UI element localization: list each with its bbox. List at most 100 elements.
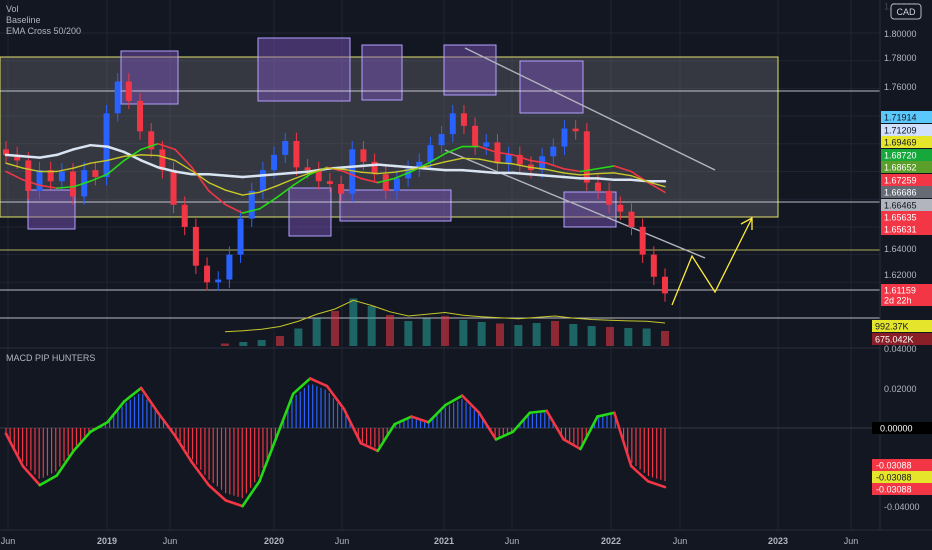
candle-body (438, 134, 445, 146)
price-label-badge (881, 161, 932, 173)
ema-slow-line (613, 172, 632, 177)
ema-slow-line (579, 172, 599, 176)
resistance-box[interactable] (257, 37, 351, 102)
price-label-badge (881, 223, 932, 235)
candle-body (427, 145, 434, 162)
moving-averages (4, 143, 667, 214)
volume-bar (606, 327, 614, 346)
macd-axis-tick: 0.04000 (884, 344, 917, 354)
time-axis-tick: 2019 (97, 536, 117, 546)
volume-bar (312, 318, 321, 346)
candle-body (416, 161, 423, 169)
projection-path[interactable] (671, 217, 753, 306)
ema-slow-line (22, 167, 41, 173)
ema-slow-line (5, 162, 24, 169)
macd-axis-tick: 0.02000 (884, 384, 917, 394)
volume-bar (386, 315, 394, 346)
macd-line-segment (258, 436, 278, 483)
macd-line-segment (613, 411, 633, 468)
macd-legend[interactable]: MACD PIP HUNTERS (6, 353, 95, 363)
ma-200-line (562, 175, 582, 180)
ema-slow-line (630, 174, 649, 183)
currency-badge[interactable] (890, 3, 922, 20)
candle-body (92, 170, 99, 178)
volume-bar (624, 328, 633, 346)
candle-body (360, 149, 367, 162)
ema-slow-line (326, 167, 345, 171)
ema-cross-line (5, 170, 24, 181)
ema-slow-line (241, 191, 261, 196)
channel-upper-line[interactable] (464, 47, 716, 171)
macd-value-badge (872, 471, 932, 483)
candle-body (282, 141, 289, 155)
macd-line-segment (224, 499, 244, 508)
ema-slow-line (191, 170, 210, 184)
resistance-box[interactable] (519, 60, 584, 114)
ma-200-line (275, 171, 295, 176)
resistance-box[interactable] (443, 44, 497, 96)
candle-body (114, 81, 121, 114)
macd-line-segment (511, 411, 532, 434)
candle-body (516, 154, 523, 165)
ema-slow-line (309, 167, 328, 174)
resistance-box[interactable] (361, 44, 403, 101)
ma-200-line (55, 148, 75, 157)
ma-200-line (156, 166, 177, 173)
support-box[interactable] (288, 187, 332, 237)
ema-cross-line (174, 148, 193, 169)
ema-cross-line (562, 167, 582, 173)
ema-slow-line (410, 165, 430, 171)
ema-cross-line (478, 145, 497, 153)
candle-body (349, 149, 356, 194)
candle-body (159, 149, 166, 171)
price-label-badge (881, 174, 932, 186)
macd-axis-tick: -0.04000 (884, 502, 920, 512)
ma-200-line (393, 164, 413, 169)
ma-200-line (545, 174, 565, 179)
support-box[interactable] (27, 189, 76, 230)
macd-line-segment (562, 438, 582, 451)
macd-line-segment (106, 400, 126, 424)
ema-cross-line (207, 190, 227, 206)
price-label-badge (881, 136, 932, 148)
channel-lower-line[interactable] (444, 149, 706, 259)
candle-body (215, 279, 222, 283)
legend-baseline[interactable]: Baseline (6, 15, 41, 25)
time-axis-tick: 2022 (601, 536, 621, 546)
macd-line-segment (579, 415, 599, 451)
price-label-badge (881, 124, 932, 136)
volume-bar (257, 340, 266, 346)
macd-line-segment (629, 464, 650, 483)
legend-vol[interactable]: Vol (6, 4, 19, 14)
volume-bar (331, 311, 339, 346)
time-axis-tick: 2021 (434, 536, 454, 546)
ema-cross-line (241, 208, 261, 214)
volume-bar (404, 321, 413, 346)
candle-body (181, 204, 188, 227)
candle-body (70, 171, 77, 197)
ema-cross-line (275, 184, 295, 199)
ema-cross-line (376, 177, 396, 184)
support-box[interactable] (339, 189, 452, 222)
ema-slow-line (596, 172, 616, 175)
macd-line-segment (275, 392, 295, 439)
volume-bar (294, 328, 303, 346)
candle-body (639, 226, 646, 255)
macd-line-segment (528, 409, 549, 415)
volume-bar (661, 331, 669, 346)
candle-body (561, 128, 568, 147)
candle-body (315, 170, 322, 182)
macd-line-segment (308, 377, 329, 388)
price-scale[interactable] (880, 0, 932, 530)
ema-cross-line (393, 170, 413, 180)
candle-body (650, 254, 657, 277)
macd-line (4, 377, 667, 508)
legend-ema-cross[interactable]: EMA Cross 50/200 (6, 26, 81, 36)
volume-bar (532, 323, 541, 346)
macd-line-segment (494, 430, 515, 441)
macd-line-segment (21, 464, 42, 487)
price-axis-ticks: 1.80000 1.78000 1.76000 1.64000 1.62000 (884, 29, 917, 280)
ema-slow-line (72, 162, 92, 169)
candle-body (204, 265, 211, 283)
